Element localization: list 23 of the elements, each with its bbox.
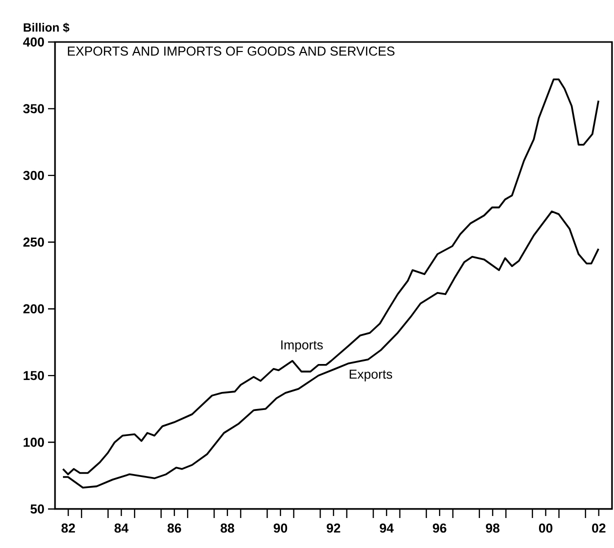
y-tick-label: 400: [23, 37, 44, 47]
y-tick-label: 50: [30, 504, 44, 514]
y-tick-label: 350: [23, 104, 44, 114]
x-tick-label: 96: [432, 524, 446, 533]
series-label: Exports: [350, 370, 392, 382]
x-tick-label: 90: [274, 524, 288, 533]
y-axis-title: Billion $: [24, 22, 70, 32]
x-tick-label: 02: [592, 524, 606, 533]
x-tick-label: 98: [486, 524, 500, 533]
x-tick-label: 00: [539, 524, 552, 533]
series-label: Imports: [281, 340, 323, 352]
y-tick-label: 300: [23, 170, 44, 180]
x-tick-label: 86: [168, 524, 182, 533]
x-tick-label: 82: [61, 524, 75, 533]
x-tick-label: 94: [380, 524, 394, 533]
chart-title: EXPORTS AND IMPORTS OF GOODS AND SERVICES: [68, 46, 394, 56]
y-tick-label: 200: [23, 304, 44, 314]
x-tick-label: 88: [220, 524, 234, 533]
x-tick-label: 92: [326, 524, 340, 533]
y-tick-label: 100: [24, 438, 44, 447]
y-tick-label: 150: [24, 370, 44, 380]
y-tick-label: 250: [23, 238, 44, 247]
x-tick-label: 84: [114, 524, 128, 533]
